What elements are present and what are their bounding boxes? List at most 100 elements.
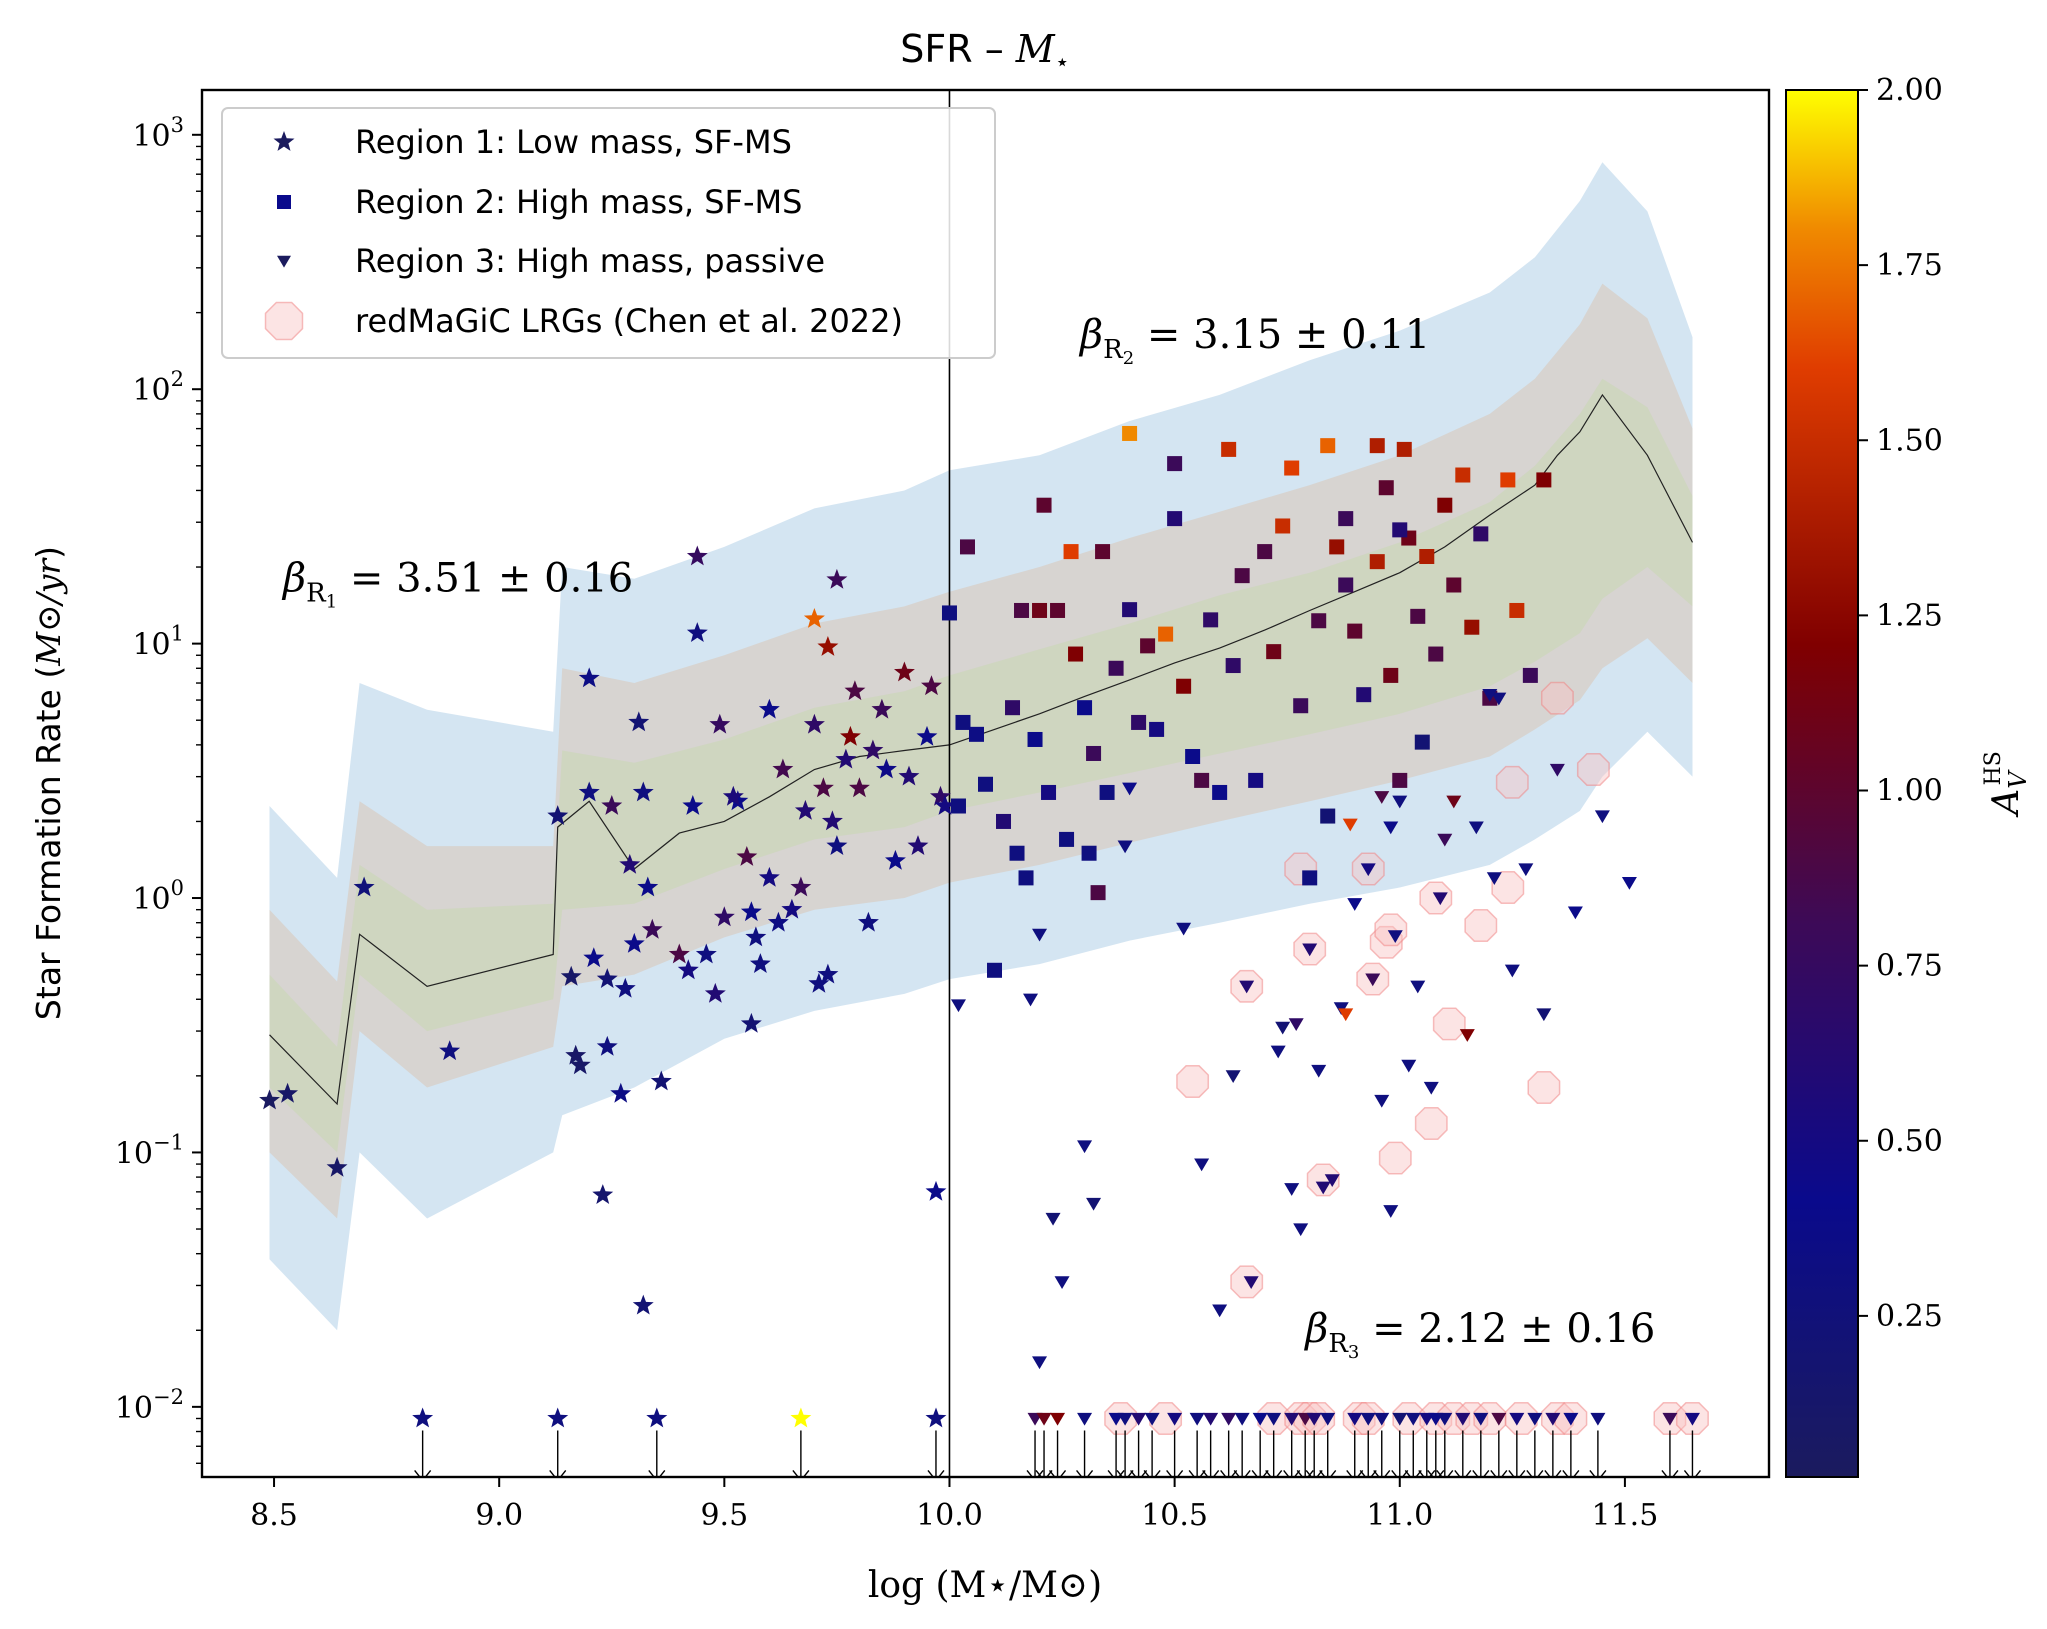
arrow-head bbox=[1472, 1470, 1490, 1477]
point-triangle-down-2-0 bbox=[950, 999, 966, 1013]
point-triangle-down-2-9 bbox=[1122, 782, 1138, 796]
point-star-4-2 bbox=[646, 1407, 668, 1428]
point-star-0-24 bbox=[641, 918, 663, 939]
arrow-head bbox=[927, 1470, 945, 1477]
point-triangle-down-2-15 bbox=[1243, 1276, 1259, 1289]
point-triangle-down-3-7 bbox=[1144, 1412, 1160, 1426]
point-triangle-down-2-7 bbox=[1086, 1197, 1102, 1211]
point-triangle-down-2-21 bbox=[1311, 1064, 1327, 1078]
point-square-1-12 bbox=[1027, 731, 1043, 747]
point-square-1-40 bbox=[1221, 441, 1237, 457]
arrow-head bbox=[1305, 1470, 1323, 1477]
legend-marker-square bbox=[277, 195, 291, 209]
point-triangle-down-2-23 bbox=[1324, 1174, 1340, 1188]
arrow-head bbox=[1683, 1470, 1701, 1477]
point-square-1-11 bbox=[1018, 870, 1034, 886]
point-square-1-31 bbox=[1149, 721, 1165, 737]
y-tick-base: 10 bbox=[132, 119, 170, 154]
point-triangle-down-2-27 bbox=[1347, 898, 1363, 911]
point-square-1-77 bbox=[1369, 438, 1385, 454]
x-tick-label: 11.5 bbox=[1592, 1498, 1659, 1533]
confidence-bands bbox=[269, 162, 1693, 1331]
lrg-marker-13 bbox=[1432, 1007, 1466, 1041]
band-inner bbox=[269, 378, 1693, 1153]
arrow-head bbox=[1296, 1470, 1314, 1477]
point-star-0-27 bbox=[677, 959, 699, 980]
point-star-0-5 bbox=[547, 805, 569, 825]
point-star-0-28 bbox=[682, 795, 704, 815]
upper-limit-arrow-2 bbox=[648, 1430, 666, 1477]
upper-limit-arrow-31 bbox=[1526, 1430, 1544, 1477]
point-square-1-24 bbox=[1095, 544, 1111, 560]
point-triangle-down-2-22 bbox=[1315, 1181, 1331, 1195]
lrg-marker-2 bbox=[1230, 1265, 1264, 1299]
arrow-head bbox=[1418, 1470, 1436, 1477]
x-axis-label: log (M⋆/M⊙) bbox=[868, 1565, 1102, 1606]
point-triangle-down-2-6 bbox=[1077, 1140, 1093, 1154]
upper-limit-arrow-25 bbox=[1427, 1430, 1445, 1477]
point-star-0-55 bbox=[826, 835, 848, 855]
point-triangle-down-3-30 bbox=[1509, 1412, 1525, 1426]
arrow-head bbox=[1526, 1470, 1544, 1477]
point-triangle-down-2-39 bbox=[1459, 1029, 1475, 1042]
point-square-1-56 bbox=[1356, 687, 1372, 703]
point-star-0-34 bbox=[713, 906, 735, 927]
y-axis-label-prefix: Star Formation Rate ( bbox=[29, 666, 68, 1020]
point-square-1-79 bbox=[1338, 577, 1354, 593]
y-tick-base: 10 bbox=[132, 373, 170, 408]
point-star-0-39 bbox=[745, 926, 767, 947]
median-path bbox=[269, 393, 1694, 1106]
arrow-head bbox=[1202, 1470, 1220, 1477]
point-star-4-4 bbox=[925, 1407, 947, 1428]
arrow-head bbox=[1143, 1470, 1161, 1477]
arrow-head bbox=[1562, 1470, 1580, 1477]
point-star-0-69 bbox=[930, 785, 951, 806]
point-triangle-down-3-21 bbox=[1374, 1412, 1390, 1426]
point-star-0-18 bbox=[619, 853, 641, 874]
y-tick-exponent: 3 bbox=[171, 113, 184, 137]
arrow-head bbox=[1454, 1470, 1472, 1477]
upper-limit-arrow-36 bbox=[1683, 1430, 1701, 1477]
point-star-0-44 bbox=[781, 898, 803, 919]
arrow-head bbox=[1373, 1470, 1391, 1477]
y-tick-exponent: 0 bbox=[171, 876, 184, 900]
arrow-head bbox=[1076, 1470, 1094, 1477]
y-tick-base: 10 bbox=[115, 1136, 153, 1171]
point-triangle-down-2-44 bbox=[1518, 863, 1534, 877]
annotation-beta: β bbox=[1078, 312, 1103, 358]
upper-limit-arrow-15 bbox=[1283, 1430, 1301, 1477]
point-triangle-down-3-6 bbox=[1131, 1412, 1147, 1426]
point-triangle-down-3-29 bbox=[1491, 1412, 1507, 1426]
point-star-0-50 bbox=[812, 777, 834, 798]
point-triangle-down-3-33 bbox=[1563, 1412, 1579, 1426]
x-tick-label: 8.5 bbox=[250, 1498, 298, 1533]
point-triangle-down-2-8 bbox=[1117, 840, 1133, 854]
arrow-head bbox=[1265, 1470, 1283, 1477]
point-triangle-down-3-32 bbox=[1545, 1412, 1561, 1426]
point-triangle-down-2-32 bbox=[1387, 930, 1403, 943]
colorbar-ticks: 0.25 0.50 0.75 1.00 1.25 1.50 1.75 2.00 bbox=[1858, 73, 1943, 1334]
y-tick-label: 100 bbox=[132, 876, 184, 917]
point-star-0-32 bbox=[704, 982, 726, 1003]
point-square-1-52 bbox=[1320, 438, 1336, 454]
x-tick-label: 9.0 bbox=[475, 1498, 523, 1533]
point-square-1-41 bbox=[1225, 658, 1241, 674]
arrow-head bbox=[549, 1470, 567, 1477]
point-star-0-19 bbox=[623, 932, 645, 953]
point-star-0-15 bbox=[601, 795, 623, 815]
point-square-1-10 bbox=[1014, 602, 1030, 618]
lrg-marker-25 bbox=[1302, 1402, 1336, 1435]
upper-limit-arrow-27 bbox=[1454, 1430, 1472, 1477]
upper-limit-arrow-19 bbox=[1346, 1430, 1364, 1477]
point-square-1-43 bbox=[1248, 772, 1264, 788]
point-star-0-17 bbox=[614, 977, 636, 998]
arrow-head bbox=[1283, 1470, 1301, 1477]
point-star-0-38 bbox=[740, 1012, 762, 1033]
point-triangle-down-2-19 bbox=[1293, 1223, 1309, 1237]
lrg-marker-18 bbox=[1540, 681, 1574, 715]
point-triangle-down-2-35 bbox=[1410, 980, 1426, 994]
point-star-0-73 bbox=[722, 785, 744, 806]
upper-limit-arrow-20 bbox=[1359, 1430, 1377, 1477]
point-square-1-67 bbox=[1437, 497, 1453, 513]
